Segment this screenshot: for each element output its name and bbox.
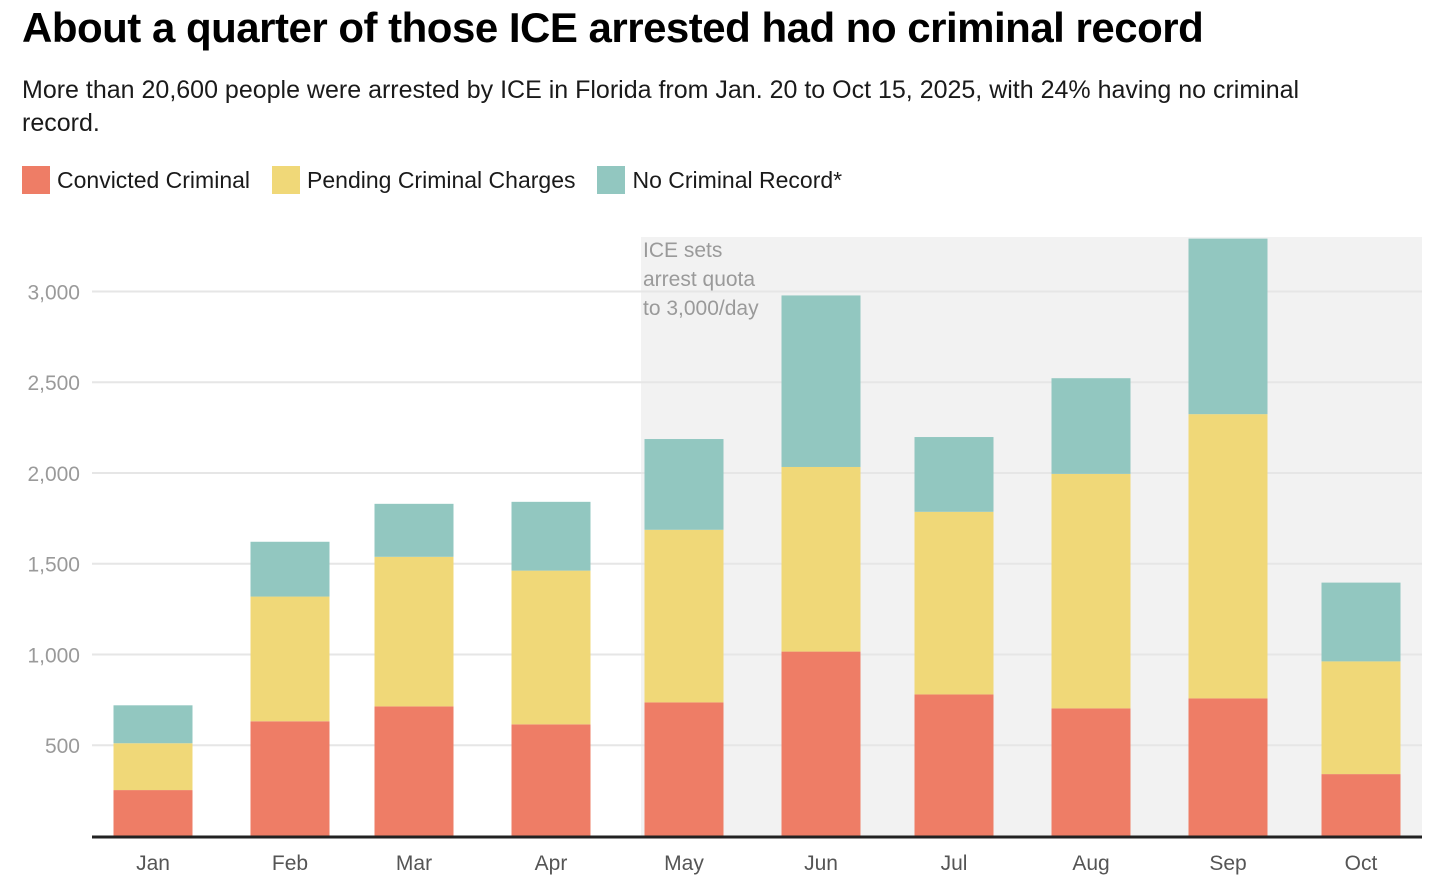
chart-title: About a quarter of those ICE arrested ha… [22,4,1204,51]
x-tick-label: Jun [804,852,838,875]
y-tick-label: 500 [45,735,80,758]
bar-segment-pending-apr [511,570,591,725]
bar-segment-no-record-jun [781,295,861,467]
legend-label-pending: Pending Criminal Charges [307,166,576,193]
x-tick-label: Sep [1209,852,1246,875]
bar-segment-no-record-jan [113,705,193,744]
highlight-band-layer [641,237,1422,836]
legend-swatch-convicted [22,166,50,194]
highlight-band [641,237,1422,836]
legend-item-convicted: Convicted Criminal [22,166,250,194]
x-tick-label: Aug [1072,852,1109,875]
bar-segment-no-record-apr [511,501,591,571]
bar-segment-convicted-oct [1321,774,1401,836]
legend: Convicted Criminal Pending Criminal Char… [22,166,864,194]
bar-segment-convicted-jun [781,651,861,836]
annotation-text-line: ICE sets [643,239,722,262]
bar-segment-no-record-mar [374,503,454,557]
bar-segment-convicted-may [644,702,724,836]
bar-segment-convicted-mar [374,706,454,836]
bar-segment-pending-oct [1321,661,1401,775]
y-tick-label: 3,000 [27,281,80,304]
annotations: ICE sets arrest quota to 3,000/day [643,239,759,320]
bar-segment-no-record-aug [1051,378,1131,474]
legend-label-convicted: Convicted Criminal [57,166,251,193]
bar-segment-pending-may [644,529,724,703]
y-tick-label: 2,000 [27,463,80,486]
axes: Jan Feb Mar Apr May Jun Jul Aug Sep Oct [92,835,1422,875]
chart-subtitle: More than 20,600 people were arrested by… [22,76,1300,137]
x-tick-label: Apr [535,852,568,875]
bar-segment-convicted-apr [511,724,591,836]
legend-swatch-no-record [597,166,626,194]
bar-segment-no-record-sep [1188,238,1268,415]
bar-segment-pending-aug [1051,473,1131,709]
legend-item-no-record: No Criminal Record* [597,166,842,194]
x-tick-label: Jan [136,852,170,875]
bar-segment-no-record-may [644,439,724,530]
legend-label-no-record: No Criminal Record* [632,166,843,193]
legend-swatch-pending [272,166,301,194]
legend-item-pending: Pending Criminal Charges [272,166,575,194]
x-tick-label: May [664,852,704,875]
bar-segment-pending-sep [1188,414,1268,699]
bar-segment-no-record-oct [1321,582,1401,662]
y-tick-label: 1,500 [27,554,80,577]
annotation-text-line: to 3,000/day [643,297,759,320]
bar-segment-convicted-jul [914,694,994,836]
bar-segment-pending-feb [250,596,330,722]
bar-segment-no-record-feb [250,541,330,597]
bar-segment-convicted-aug [1051,708,1131,836]
bar-segment-pending-jan [113,743,193,791]
x-tick-label: Jul [941,852,968,875]
bar-segment-no-record-jul [914,437,994,512]
x-tick-label: Feb [272,852,308,875]
x-tick-label: Mar [396,852,432,875]
bar-segment-convicted-feb [250,721,330,836]
bar-segment-pending-jun [781,466,861,652]
bars [113,238,1401,836]
annotation-text-line: arrest quota [643,268,755,291]
x-tick-label: Oct [1345,852,1378,875]
y-tick-label: 1,000 [27,644,80,667]
bar-segment-pending-jul [914,511,994,695]
bar-segment-pending-mar [374,556,454,707]
y-tick-label: 2,500 [27,372,80,395]
bar-segment-convicted-sep [1188,698,1268,836]
bar-segment-convicted-jan [113,790,193,836]
